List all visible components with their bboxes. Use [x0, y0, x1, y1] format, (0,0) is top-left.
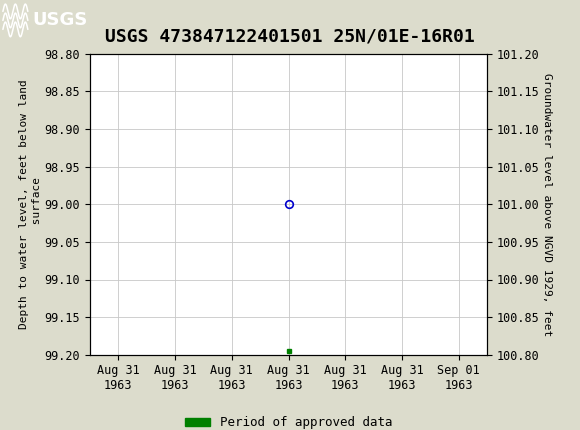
Y-axis label: Groundwater level above NGVD 1929, feet: Groundwater level above NGVD 1929, feet — [542, 73, 553, 336]
Legend: Period of approved data: Period of approved data — [180, 411, 397, 430]
Text: USGS: USGS — [32, 12, 87, 29]
Text: USGS 473847122401501 25N/01E-16R01: USGS 473847122401501 25N/01E-16R01 — [105, 28, 475, 46]
Y-axis label: Depth to water level, feet below land
 surface: Depth to water level, feet below land su… — [19, 80, 42, 329]
